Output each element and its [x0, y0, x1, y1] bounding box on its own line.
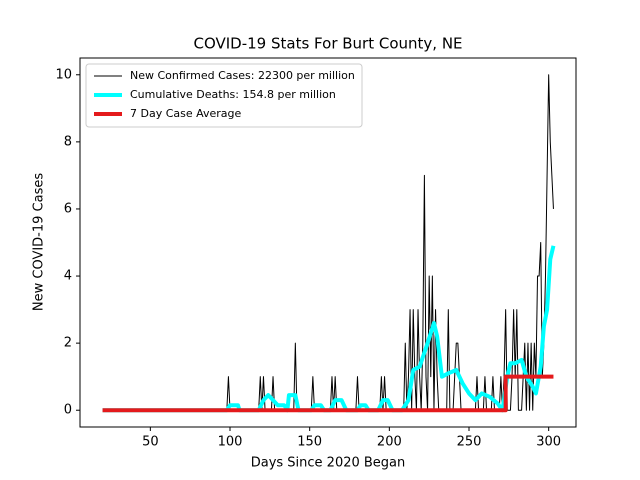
- chart-title: COVID-19 Stats For Burt County, NE: [193, 35, 462, 53]
- y-axis-label: New COVID-19 Cases: [32, 173, 47, 311]
- x-axis-label: Days Since 2020 Began: [251, 456, 406, 471]
- y-tick-label: 8: [64, 134, 72, 149]
- x-tick-label: 300: [536, 435, 561, 450]
- y-tick-label: 0: [64, 403, 72, 418]
- x-tick-label: 50: [142, 435, 159, 450]
- legend-label: New Confirmed Cases: 22300 per million: [130, 69, 355, 82]
- legend-label: 7 Day Case Average: [130, 107, 242, 120]
- legend: New Confirmed Cases: 22300 per million Cu…: [85, 63, 363, 128]
- x-tick-label: 100: [218, 435, 243, 450]
- series-line: [102, 374, 554, 413]
- series-line: [102, 245, 556, 413]
- x-tick-label: 200: [377, 435, 402, 450]
- y-tick-label: 6: [64, 201, 72, 216]
- legend-box: [85, 63, 363, 128]
- y-tick-label: 4: [64, 269, 72, 284]
- plot-frame: [79, 57, 577, 428]
- y-tick-label: 10: [55, 67, 72, 82]
- x-tick-label: 150: [297, 435, 322, 450]
- legend-label: Cumulative Deaths: 154.8 per million: [130, 88, 336, 101]
- x-tick-label: 250: [457, 435, 482, 450]
- y-tick-label: 2: [64, 336, 72, 351]
